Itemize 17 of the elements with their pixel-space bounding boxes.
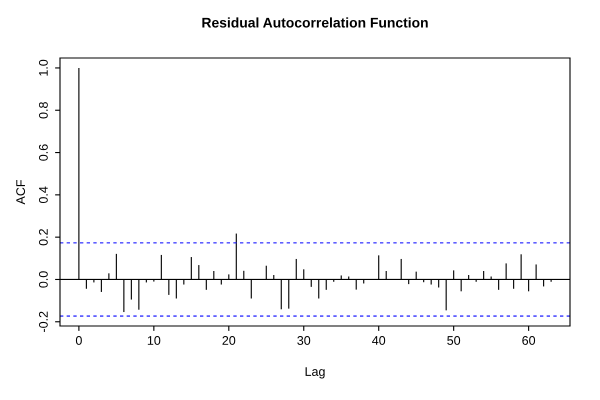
y-tick-label: -0.2 <box>38 312 48 332</box>
x-tick-label: 10 <box>148 336 160 345</box>
x-tick-label: 30 <box>297 336 310 345</box>
y-tick-label: 0.6 <box>38 144 48 161</box>
x-tick-label: 40 <box>372 336 386 345</box>
x-tick-label: 60 <box>522 336 536 345</box>
x-tick-label: 50 <box>447 336 460 345</box>
y-axis-title: ACF <box>16 180 26 204</box>
y-tick-label: 0.0 <box>38 271 48 288</box>
chart-title: Residual Autocorrelation Function <box>202 17 428 28</box>
y-tick-label: 0.4 <box>38 186 48 204</box>
x-tick-label: 0 <box>76 336 82 345</box>
y-tick-label: 0.8 <box>38 102 48 118</box>
x-tick-label: 20 <box>222 336 236 345</box>
y-tick-label: 1.0 <box>38 60 48 76</box>
x-axis-title: Lag <box>306 367 325 378</box>
y-tick-label: 0.2 <box>38 229 48 246</box>
